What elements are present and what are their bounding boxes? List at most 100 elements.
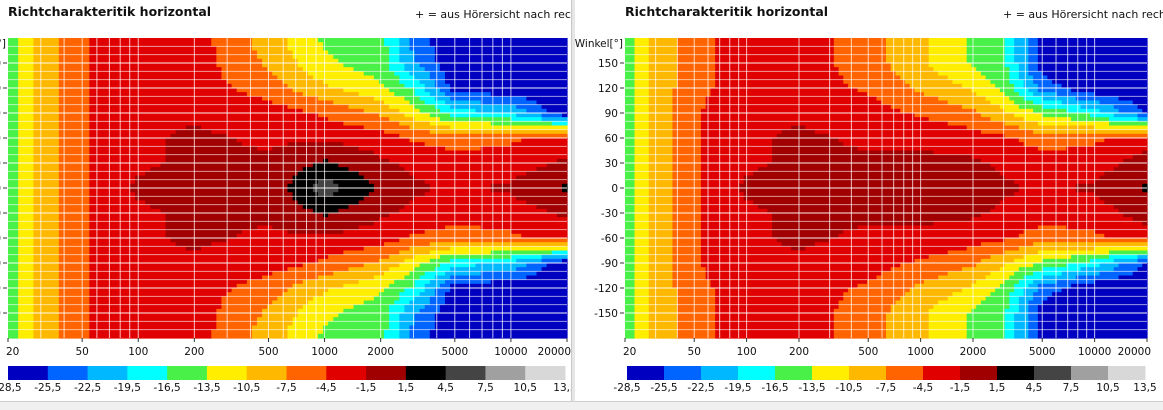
heatmap-cell bbox=[516, 158, 522, 164]
heatmap-cell bbox=[521, 167, 527, 172]
heatmap-cell bbox=[99, 146, 106, 152]
heatmap-cell bbox=[13, 154, 19, 160]
chart-title: Richtcharakteritik horizontal bbox=[8, 4, 212, 19]
heatmap-cell bbox=[348, 88, 355, 93]
heatmap-cell bbox=[175, 104, 182, 110]
heatmap-cell bbox=[455, 50, 461, 56]
heatmap-cell bbox=[317, 196, 324, 202]
heatmap-cell bbox=[38, 167, 45, 172]
heatmap-cell bbox=[190, 92, 197, 97]
heatmap-cell bbox=[13, 129, 19, 135]
heatmap-cell bbox=[551, 213, 558, 218]
heatmap-cell bbox=[28, 154, 35, 160]
heatmap-cell bbox=[348, 121, 355, 127]
heatmap-cell bbox=[201, 104, 207, 110]
heatmap-cell bbox=[348, 192, 355, 197]
heatmap-cell bbox=[495, 196, 502, 202]
heatmap-cell bbox=[384, 150, 390, 156]
heatmap-cell bbox=[236, 113, 243, 118]
heatmap-cell bbox=[302, 217, 309, 222]
heatmap-cell bbox=[140, 154, 146, 160]
heatmap-cell bbox=[521, 163, 527, 168]
heatmap-cell bbox=[180, 125, 187, 131]
heatmap-cell bbox=[267, 88, 273, 93]
heatmap-cell bbox=[338, 71, 344, 77]
heatmap-cell bbox=[114, 58, 121, 64]
heatmap-cell bbox=[384, 192, 390, 197]
heatmap-cell bbox=[48, 217, 55, 222]
heatmap-cell bbox=[500, 204, 507, 210]
heatmap-cell bbox=[8, 188, 14, 193]
heatmap-cell bbox=[246, 46, 253, 52]
heatmap-cell bbox=[551, 125, 558, 131]
heatmap-cell bbox=[389, 175, 395, 181]
heatmap-cell bbox=[348, 58, 355, 64]
heatmap-cell bbox=[333, 204, 339, 210]
heatmap-cell bbox=[439, 146, 446, 152]
heatmap-cell bbox=[165, 183, 172, 189]
heatmap-cell bbox=[140, 79, 146, 85]
heatmap-cell bbox=[175, 200, 182, 206]
heatmap-cell bbox=[277, 221, 284, 227]
heatmap-cell bbox=[516, 179, 522, 185]
heatmap-cell bbox=[506, 121, 512, 127]
heatmap-cell bbox=[531, 142, 538, 147]
heatmap-cell bbox=[384, 58, 390, 64]
heatmap-cell bbox=[561, 129, 568, 135]
heatmap-cell bbox=[104, 125, 111, 131]
heatmap-cell bbox=[272, 108, 278, 114]
heatmap-cell bbox=[348, 183, 355, 189]
heatmap-cell bbox=[155, 121, 162, 127]
heatmap-cell bbox=[556, 208, 563, 214]
heatmap-cell bbox=[495, 158, 502, 164]
heatmap-cell bbox=[68, 117, 75, 122]
heatmap-cell bbox=[526, 171, 533, 177]
heatmap-cell bbox=[465, 183, 472, 189]
heatmap-cell bbox=[99, 158, 106, 164]
heatmap-cell bbox=[216, 58, 223, 64]
heatmap-cell bbox=[287, 167, 294, 172]
heatmap-cell bbox=[104, 175, 111, 181]
heatmap-cell bbox=[170, 117, 177, 122]
heatmap-cell bbox=[84, 38, 90, 43]
heatmap-cell bbox=[358, 121, 365, 127]
heatmap-cell bbox=[140, 133, 146, 139]
heatmap-cell bbox=[272, 113, 278, 118]
heatmap-cell bbox=[378, 133, 385, 139]
heatmap-cell bbox=[450, 100, 456, 106]
heatmap-cell bbox=[201, 138, 207, 143]
heatmap-cell bbox=[546, 104, 553, 110]
heatmap-cell bbox=[129, 142, 136, 147]
heatmap-cell bbox=[424, 163, 431, 168]
heatmap-cell bbox=[63, 38, 70, 43]
heatmap-cell bbox=[104, 46, 111, 52]
heatmap-cell bbox=[190, 129, 197, 135]
heatmap-cell bbox=[348, 133, 355, 139]
heatmap-cell bbox=[338, 58, 344, 64]
heatmap-cell bbox=[414, 108, 421, 114]
heatmap-cell bbox=[262, 204, 268, 210]
heatmap-cell bbox=[170, 175, 177, 181]
heatmap-cell bbox=[475, 104, 482, 110]
heatmap-cell bbox=[206, 125, 212, 131]
heatmap-cell bbox=[378, 50, 385, 56]
heatmap-cell bbox=[53, 138, 60, 143]
heatmap-cell bbox=[241, 167, 248, 172]
heatmap-cell bbox=[556, 188, 563, 193]
heatmap-cell bbox=[358, 104, 365, 110]
heatmap-cell bbox=[175, 221, 182, 227]
heatmap-cell bbox=[506, 171, 512, 177]
heatmap-cell bbox=[119, 92, 126, 97]
heatmap-cell bbox=[531, 192, 538, 197]
heatmap-cell bbox=[302, 196, 309, 202]
heatmap-cell bbox=[68, 67, 75, 72]
heatmap-cell bbox=[500, 221, 507, 227]
heatmap-cell bbox=[68, 183, 75, 189]
heatmap-cell bbox=[531, 133, 538, 139]
heatmap-cell bbox=[434, 92, 441, 97]
heatmap-cell bbox=[506, 208, 512, 214]
heatmap-cell bbox=[551, 104, 558, 110]
heatmap-cell bbox=[246, 71, 253, 77]
heatmap-cell bbox=[561, 75, 568, 81]
heatmap-cell bbox=[465, 200, 472, 206]
